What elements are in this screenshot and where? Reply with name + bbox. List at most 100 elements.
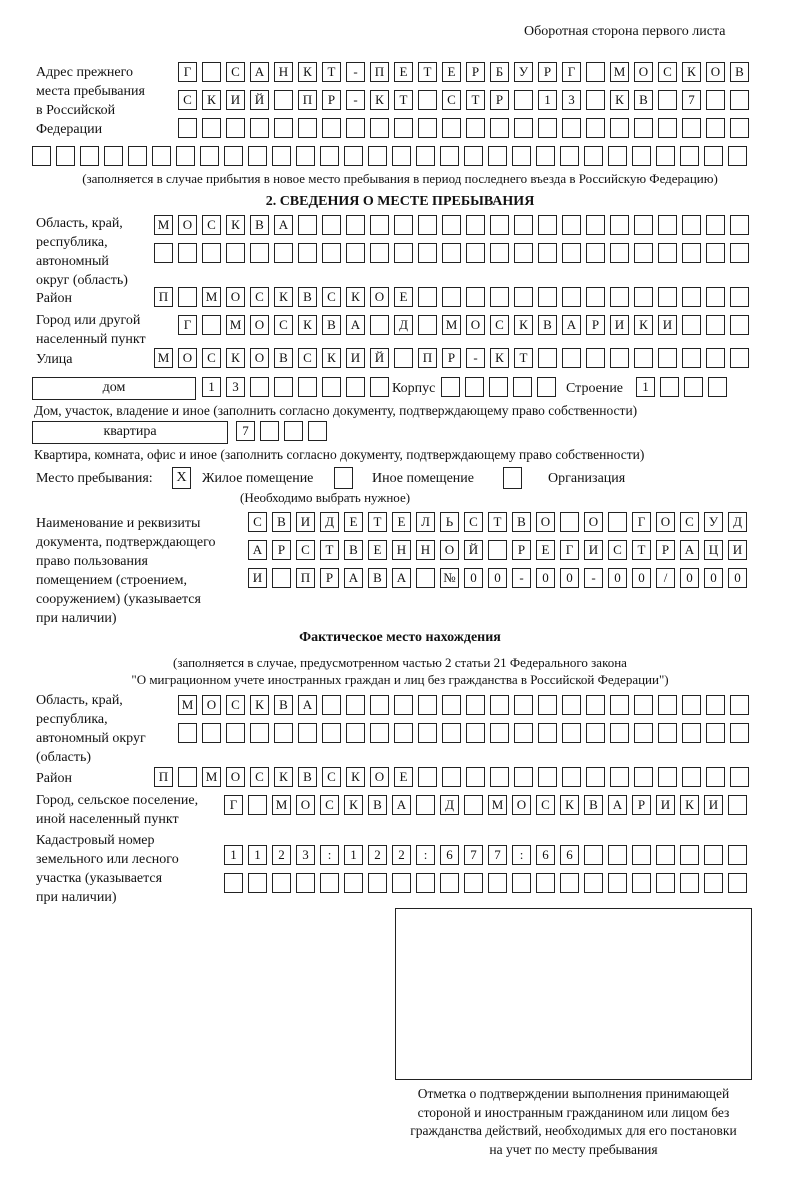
char-cell[interactable] [178, 243, 197, 263]
char-cell[interactable] [272, 146, 291, 166]
char-cell[interactable] [394, 243, 413, 263]
char-cell[interactable]: И [704, 795, 723, 815]
char-cell[interactable]: 0 [536, 568, 555, 588]
cadastral-row-2[interactable] [224, 873, 752, 895]
char-cell[interactable]: Р [466, 62, 485, 82]
char-cell[interactable] [346, 723, 365, 743]
char-cell[interactable]: И [656, 795, 675, 815]
char-cell[interactable] [514, 287, 533, 307]
char-cell[interactable] [658, 118, 677, 138]
char-cell[interactable] [178, 118, 197, 138]
document-row-3[interactable]: И П Р А В А № 0 0-0 0-0 0/0 0 0 [248, 568, 752, 590]
char-cell[interactable]: У [514, 62, 533, 82]
char-cell[interactable] [680, 873, 699, 893]
char-cell[interactable] [730, 287, 749, 307]
char-cell[interactable]: О [370, 287, 389, 307]
char-cell[interactable] [466, 118, 485, 138]
char-cell[interactable]: В [298, 767, 317, 787]
char-cell[interactable] [418, 695, 437, 715]
char-cell[interactable] [298, 215, 317, 235]
char-cell[interactable]: О [440, 540, 459, 560]
char-cell[interactable]: М [226, 315, 245, 335]
house-type-field[interactable]: дом [32, 377, 196, 400]
char-cell[interactable]: 1 [224, 845, 243, 865]
char-cell[interactable] [706, 723, 725, 743]
char-cell[interactable]: С [442, 90, 461, 110]
char-cell[interactable]: Ц [704, 540, 723, 560]
char-cell[interactable] [490, 287, 509, 307]
char-cell[interactable] [538, 243, 557, 263]
char-cell[interactable]: 7 [236, 421, 255, 441]
char-cell[interactable]: У [704, 512, 723, 532]
char-cell[interactable] [513, 377, 532, 397]
char-cell[interactable] [370, 118, 389, 138]
char-cell[interactable] [466, 215, 485, 235]
char-cell[interactable]: 6 [560, 845, 579, 865]
apartment-type-field[interactable]: квартира [32, 421, 228, 444]
char-cell[interactable]: М [610, 62, 629, 82]
char-cell[interactable]: О [536, 512, 555, 532]
char-cell[interactable] [200, 146, 219, 166]
char-cell[interactable]: И [658, 315, 677, 335]
char-cell[interactable] [682, 723, 701, 743]
char-cell[interactable]: О [370, 767, 389, 787]
char-cell[interactable]: Е [442, 62, 461, 82]
char-cell[interactable]: Р [512, 540, 531, 560]
char-cell[interactable] [346, 118, 365, 138]
char-cell[interactable] [608, 845, 627, 865]
char-cell[interactable] [658, 90, 677, 110]
char-cell[interactable]: М [154, 215, 173, 235]
korpus-row[interactable] [441, 377, 561, 399]
char-cell[interactable]: - [346, 90, 365, 110]
char-cell[interactable]: К [370, 90, 389, 110]
char-cell[interactable] [560, 512, 579, 532]
char-cell[interactable] [272, 568, 291, 588]
char-cell[interactable]: Е [368, 540, 387, 560]
char-cell[interactable]: П [154, 287, 173, 307]
char-cell[interactable]: К [322, 348, 341, 368]
char-cell[interactable] [562, 287, 581, 307]
char-cell[interactable] [418, 215, 437, 235]
char-cell[interactable] [660, 377, 679, 397]
char-cell[interactable]: 0 [704, 568, 723, 588]
char-cell[interactable]: В [344, 540, 363, 560]
char-cell[interactable]: - [584, 568, 603, 588]
char-cell[interactable]: И [346, 348, 365, 368]
char-cell[interactable] [634, 287, 653, 307]
char-cell[interactable] [728, 795, 747, 815]
char-cell[interactable] [272, 873, 291, 893]
char-cell[interactable]: Р [490, 90, 509, 110]
char-cell[interactable] [704, 146, 723, 166]
char-cell[interactable]: Д [728, 512, 747, 532]
char-cell[interactable]: Н [416, 540, 435, 560]
char-cell[interactable] [706, 348, 725, 368]
char-cell[interactable] [488, 873, 507, 893]
char-cell[interactable] [536, 873, 555, 893]
char-cell[interactable] [512, 146, 531, 166]
char-cell[interactable] [538, 287, 557, 307]
char-cell[interactable] [250, 377, 269, 397]
char-cell[interactable]: С [296, 540, 315, 560]
char-cell[interactable]: Д [320, 512, 339, 532]
char-cell[interactable] [706, 767, 725, 787]
char-cell[interactable] [260, 421, 279, 441]
char-cell[interactable]: Т [488, 512, 507, 532]
char-cell[interactable]: 0 [464, 568, 483, 588]
char-cell[interactable]: В [368, 795, 387, 815]
char-cell[interactable] [634, 215, 653, 235]
char-cell[interactable] [610, 723, 629, 743]
char-cell[interactable]: С [490, 315, 509, 335]
char-cell[interactable] [370, 377, 389, 397]
char-cell[interactable]: В [730, 62, 749, 82]
char-cell[interactable] [586, 767, 605, 787]
previous-address-row-3[interactable] [178, 118, 754, 140]
char-cell[interactable]: П [370, 62, 389, 82]
char-cell[interactable] [440, 873, 459, 893]
char-cell[interactable]: И [248, 568, 267, 588]
char-cell[interactable]: 2 [272, 845, 291, 865]
char-cell[interactable]: О [466, 315, 485, 335]
